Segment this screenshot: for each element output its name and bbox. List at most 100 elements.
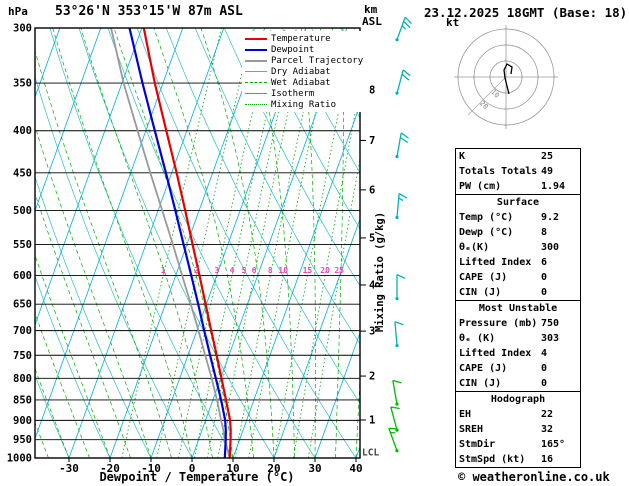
legend-label: Dry Adiabat bbox=[271, 66, 331, 77]
svg-text:850: 850 bbox=[13, 394, 32, 406]
mixing-ratio-value-label: 4 bbox=[230, 266, 235, 275]
stat-value: 303 bbox=[541, 333, 560, 344]
stat-row: PW (cm) 1.94 bbox=[456, 179, 580, 194]
stat-row: CAPE (J) 0 bbox=[456, 361, 580, 376]
legend-item: Mixing Ratio bbox=[245, 99, 366, 110]
svg-text:4: 4 bbox=[369, 279, 375, 291]
mixing-ratio-axis-label: Mixing Ratio (g/kg) bbox=[374, 211, 386, 333]
stat-label: CAPE (J) bbox=[459, 272, 508, 283]
svg-text:5: 5 bbox=[369, 232, 375, 244]
svg-text:20: 20 bbox=[267, 462, 280, 475]
stat-value: 165° bbox=[541, 439, 566, 450]
x-axis-title: Dewpoint / Temperature (°C) bbox=[99, 470, 295, 484]
svg-text:1000: 1000 bbox=[7, 453, 32, 465]
mixing-ratio-value-label: 20 bbox=[320, 266, 330, 275]
legend-label: Temperature bbox=[271, 33, 331, 44]
stat-row: Totals Totals 49 bbox=[456, 164, 580, 179]
hodograph-unit-label: kt bbox=[446, 16, 460, 29]
table-section-header: Most Unstable bbox=[478, 303, 558, 314]
stat-value: 4 bbox=[541, 348, 548, 359]
stat-value: 32 bbox=[541, 424, 554, 435]
svg-text:6: 6 bbox=[369, 184, 375, 196]
altitude-axis-labels: 1 2 3 4 5 6 7 8 LCL bbox=[360, 85, 379, 459]
stat-value: 9.2 bbox=[541, 212, 560, 223]
legend: Temperature Dewpoint Parcel Trajectory Dry … bbox=[242, 31, 369, 112]
wind-barb bbox=[395, 132, 409, 159]
stat-row: θₑ (K) 303 bbox=[456, 331, 580, 346]
hodograph-ring-label: 20 bbox=[478, 99, 490, 111]
lcl-label: LCL bbox=[362, 448, 379, 459]
wind-barb bbox=[392, 379, 402, 406]
svg-text:300: 300 bbox=[13, 23, 32, 35]
svg-text:600: 600 bbox=[13, 270, 32, 282]
mixing-ratio-value-label: 10 bbox=[278, 266, 288, 275]
mixing-ratio-value-label: 6 bbox=[252, 266, 257, 275]
stat-row: Pressure (mb) 750 bbox=[456, 316, 580, 331]
svg-text:750: 750 bbox=[13, 350, 32, 362]
wind-barb bbox=[395, 193, 408, 220]
legend-line-sample bbox=[245, 59, 267, 62]
svg-text:30: 30 bbox=[308, 462, 321, 475]
wind-barb bbox=[395, 274, 406, 301]
stat-row: Dewp (°C) 8 bbox=[456, 225, 580, 240]
stat-value: 0 bbox=[541, 363, 548, 374]
mixing-ratio-value-label: 1 bbox=[161, 266, 166, 275]
mixing-ratio-value-label: 3 bbox=[214, 266, 219, 275]
stat-label: Lifted Index bbox=[459, 257, 532, 268]
altitude-axis-unit-km: km bbox=[364, 3, 378, 16]
svg-text:40: 40 bbox=[349, 462, 362, 475]
stat-label: Dewp (°C) bbox=[459, 227, 514, 238]
svg-text:-30: -30 bbox=[59, 462, 79, 475]
stat-label: Pressure (mb) bbox=[459, 318, 538, 329]
svg-text:650: 650 bbox=[13, 299, 32, 311]
mixing-ratio-value-label: 25 bbox=[334, 266, 344, 275]
stats-table: K 25 Totals Totals 49 PW (cm) 1.94 Surface Temp… bbox=[455, 148, 581, 468]
svg-text:3: 3 bbox=[369, 326, 375, 338]
stat-label: EH bbox=[459, 409, 472, 420]
mixing-ratio-value-label: 8 bbox=[268, 266, 273, 275]
stat-value: 25 bbox=[541, 151, 554, 162]
stat-label: CIN (J) bbox=[459, 378, 502, 389]
stat-row: Temp (°C) 9.2 bbox=[456, 210, 580, 225]
svg-text:1: 1 bbox=[369, 414, 375, 426]
svg-text:800: 800 bbox=[13, 373, 32, 385]
wind-barb-column bbox=[388, 16, 413, 453]
legend-item: Isotherm bbox=[245, 88, 366, 99]
stat-label: θₑ(K) bbox=[459, 242, 490, 253]
table-section: Most Unstable Pressure (mb) 750 θₑ (K) 303 Li… bbox=[455, 300, 581, 392]
wind-barb bbox=[395, 16, 413, 42]
stat-value: 22 bbox=[541, 409, 554, 420]
stat-label: θₑ (K) bbox=[459, 333, 496, 344]
svg-text:7: 7 bbox=[369, 135, 375, 147]
dewpoint-curve bbox=[128, 28, 227, 458]
stat-label: CAPE (J) bbox=[459, 363, 508, 374]
stat-value: 6 bbox=[541, 257, 548, 268]
hodograph-ring-label: 10 bbox=[489, 88, 501, 100]
svg-text:2: 2 bbox=[369, 371, 375, 383]
svg-text:8: 8 bbox=[369, 85, 375, 97]
stat-label: StmDir bbox=[459, 439, 496, 450]
svg-text:500: 500 bbox=[13, 205, 32, 217]
stat-row: Lifted Index 6 bbox=[456, 255, 580, 270]
temperature-curve bbox=[142, 28, 232, 458]
mixing-ratio-value-label: 5 bbox=[242, 266, 247, 275]
stat-row: StmSpd (kt) 16 bbox=[456, 452, 580, 467]
stat-value: 0 bbox=[541, 272, 548, 283]
stat-value: 16 bbox=[541, 454, 554, 465]
svg-text:350: 350 bbox=[13, 78, 32, 90]
legend-item: Dry Adiabat bbox=[245, 66, 366, 77]
stat-row: StmDir 165° bbox=[456, 437, 580, 452]
legend-label: Mixing Ratio bbox=[271, 99, 337, 110]
stat-value: 0 bbox=[541, 378, 548, 389]
stat-value: 300 bbox=[541, 242, 560, 253]
altitude-axis-unit-asl: ASL bbox=[362, 15, 382, 28]
stat-value: 750 bbox=[541, 318, 560, 329]
wind-barb bbox=[388, 427, 399, 453]
legend-label: Wet Adiabat bbox=[271, 77, 331, 88]
stat-label: Temp (°C) bbox=[459, 212, 514, 223]
wind-barb bbox=[395, 69, 411, 95]
table-section: Hodograph EH 22 SREH 32 StmDir 165° StmSpd (kt)… bbox=[455, 391, 581, 468]
stat-label: Totals Totals bbox=[459, 166, 538, 177]
plot-frame bbox=[34, 27, 361, 459]
svg-text:450: 450 bbox=[13, 167, 32, 179]
